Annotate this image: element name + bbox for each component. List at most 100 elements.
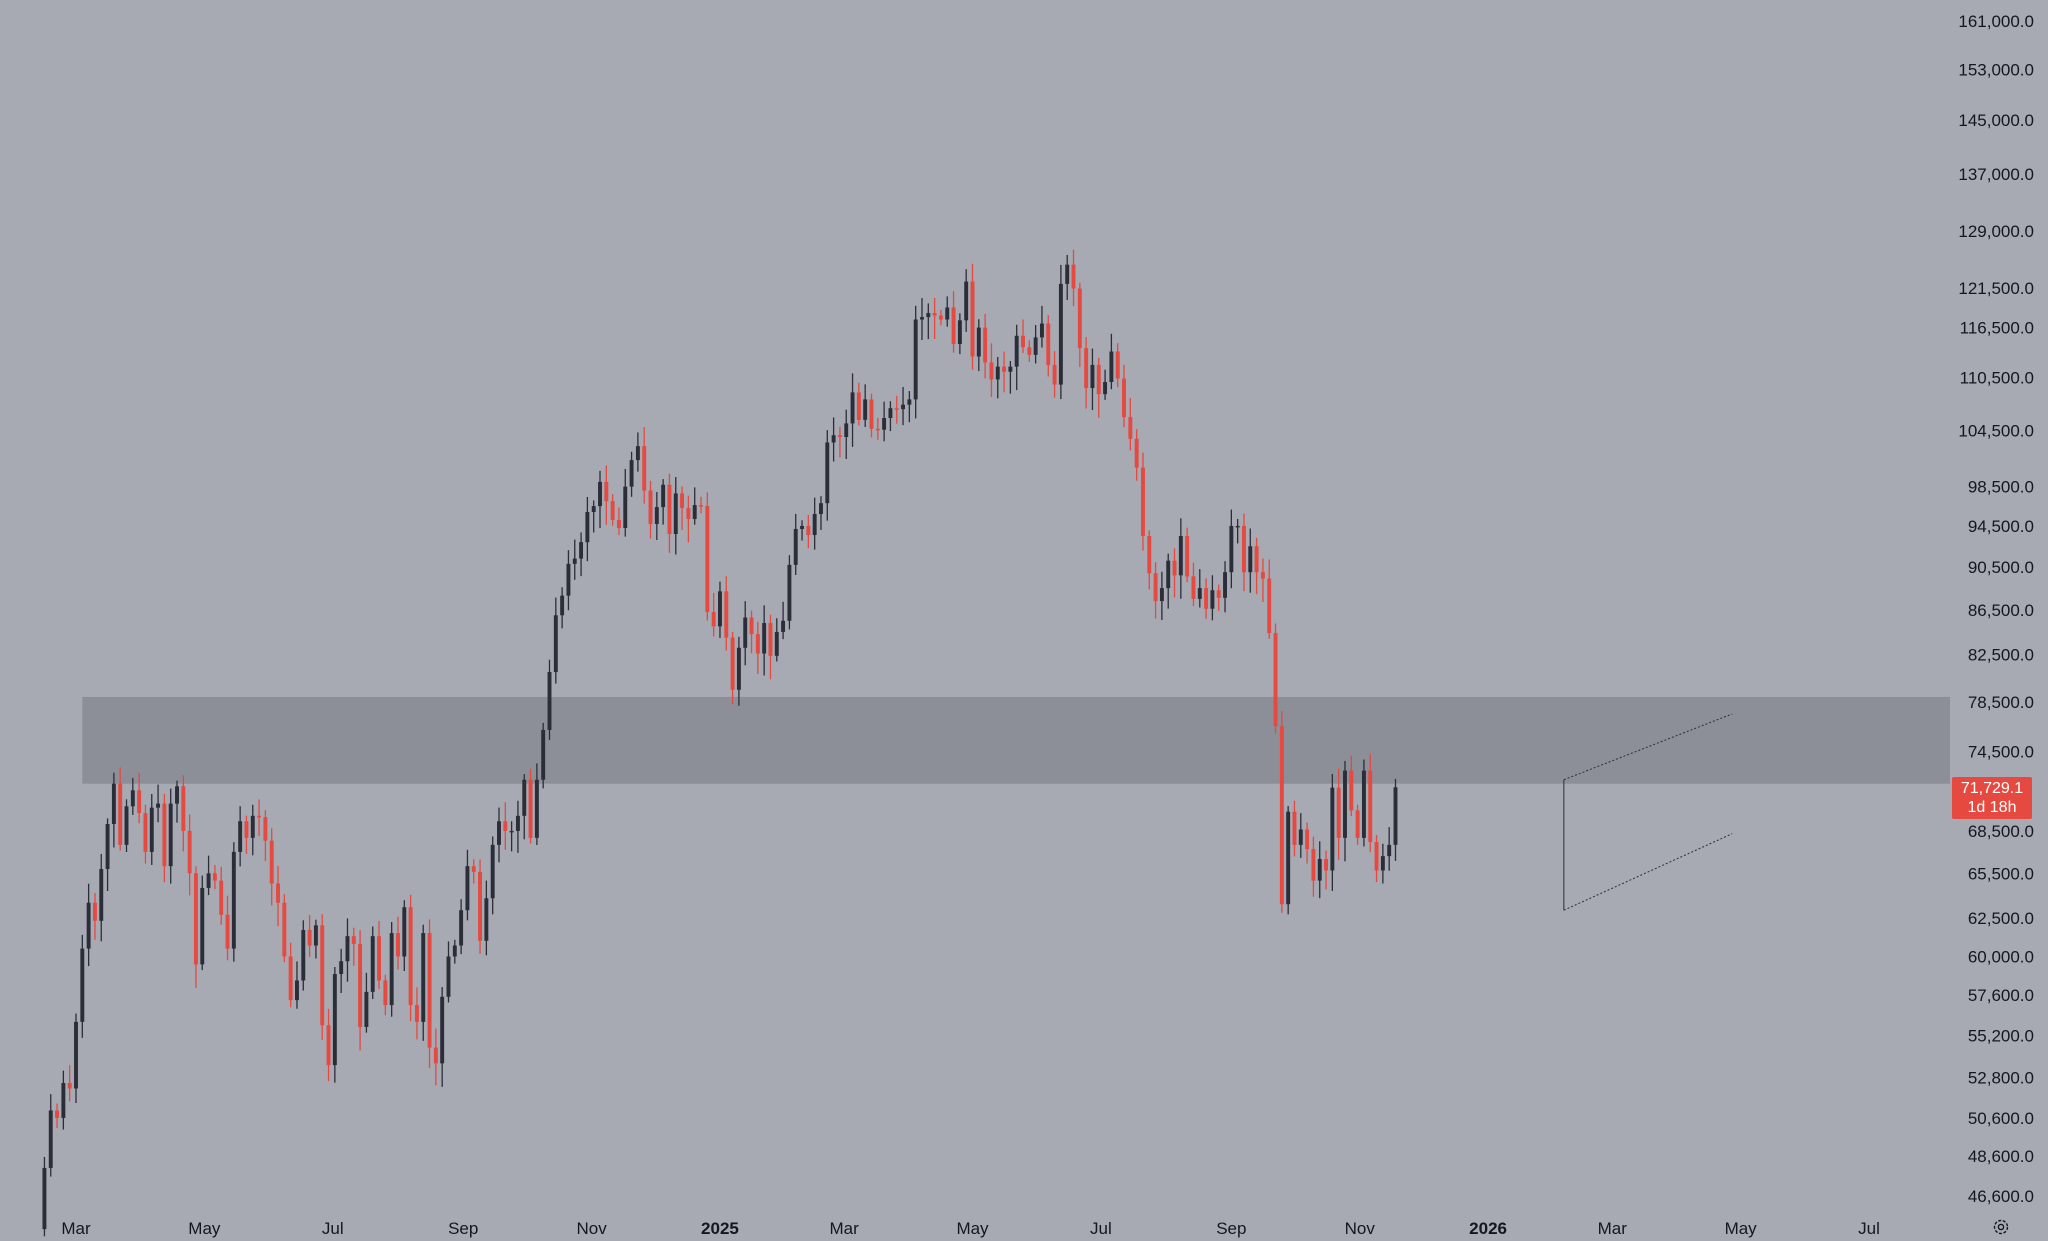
candle-body <box>389 933 394 1006</box>
candle-body <box>976 327 981 357</box>
candle-body <box>175 786 179 804</box>
y-tick-label: 137,000.0 <box>1958 165 2034 184</box>
candle-body <box>1046 323 1051 365</box>
candle-body <box>623 486 628 528</box>
candle-body <box>572 558 577 564</box>
candle-body <box>1393 787 1398 845</box>
candle-body <box>48 1110 53 1168</box>
candle-body <box>604 481 609 502</box>
candle-body <box>957 320 962 345</box>
candle-body <box>200 887 205 965</box>
y-tick-label: 46,600.0 <box>1968 1187 2034 1206</box>
support-resistance-zone <box>82 696 1951 784</box>
candle-body <box>1122 378 1126 418</box>
candle-body <box>193 873 198 965</box>
x-tick-label: 2026 <box>1469 1219 1507 1238</box>
y-tick-label: 90,500.0 <box>1968 558 2034 577</box>
candle-body <box>749 617 754 635</box>
candle-body <box>699 505 703 507</box>
candle-body <box>1260 572 1265 579</box>
y-tick-label: 60,000.0 <box>1968 947 2034 966</box>
candle-body <box>762 623 767 654</box>
candle-body <box>825 442 830 504</box>
x-tick-label: Sep <box>1216 1219 1246 1238</box>
candle-body <box>313 925 318 946</box>
candle-body <box>257 815 262 818</box>
candle-body <box>579 542 584 559</box>
candle-body <box>320 925 325 1026</box>
y-tick-label: 161,000.0 <box>1958 12 2034 31</box>
y-tick-label: 82,500.0 <box>1968 646 2034 665</box>
candle-body <box>1254 546 1259 573</box>
candle-body <box>244 821 249 838</box>
candle-body <box>263 817 268 841</box>
candle-body <box>964 281 969 321</box>
candle-body <box>528 779 533 838</box>
channel-layer <box>1563 713 1733 911</box>
candle-body <box>522 779 527 816</box>
candle-body <box>560 595 565 616</box>
y-tick-label: 52,800.0 <box>1968 1069 2034 1088</box>
candle-body <box>718 591 722 627</box>
candle-body <box>774 631 779 656</box>
candle-body <box>181 786 186 831</box>
x-tick-label: May <box>1725 1219 1758 1238</box>
candle-body <box>566 563 571 596</box>
candle-body <box>1361 770 1366 838</box>
candle-body <box>1109 351 1114 383</box>
candle-body <box>932 313 937 316</box>
y-tick-label: 145,000.0 <box>1958 111 2034 130</box>
candle-body <box>168 803 173 867</box>
candle-body <box>812 513 817 536</box>
candle-body <box>970 281 975 357</box>
candle-body <box>736 647 741 690</box>
candle-body <box>345 936 350 962</box>
y-tick-label: 86,500.0 <box>1968 601 2034 620</box>
candle-body <box>111 783 116 825</box>
candle-body <box>490 844 495 899</box>
candle-body <box>667 484 672 535</box>
y-tick-label: 94,500.0 <box>1968 517 2034 536</box>
candle-body <box>288 956 293 1001</box>
candle-body <box>800 525 804 529</box>
y-tick-label: 129,000.0 <box>1958 222 2034 241</box>
candles-layer <box>42 249 1398 1237</box>
candle-body <box>370 936 375 992</box>
candle-body <box>894 408 899 410</box>
x-tick-label: Mar <box>829 1219 859 1238</box>
candle-body <box>55 1110 60 1118</box>
y-tick-label: 55,200.0 <box>1968 1026 2034 1045</box>
candle-body <box>1178 536 1183 576</box>
candle-body <box>1172 560 1177 576</box>
candle-body <box>497 821 501 845</box>
candle-body <box>1324 858 1329 871</box>
candle-body <box>1223 572 1227 598</box>
candle-body <box>995 366 1000 380</box>
candle-body <box>585 512 590 543</box>
candle-body <box>1330 787 1335 871</box>
candle-body <box>598 481 602 507</box>
candle-body <box>42 1167 47 1230</box>
gear-icon[interactable] <box>1992 1218 2010 1236</box>
candle-body <box>1311 849 1316 881</box>
candle-body <box>206 873 211 888</box>
candle-body <box>99 869 104 921</box>
x-tick-label: May <box>956 1219 989 1238</box>
y-tick-label: 110,500.0 <box>1960 369 2034 388</box>
candle-body <box>787 564 792 621</box>
candle-body <box>1021 335 1025 348</box>
candle-body <box>730 637 735 690</box>
candle-body <box>793 528 798 565</box>
candle-body <box>945 307 950 320</box>
candle-body <box>276 883 280 903</box>
candle-body <box>863 399 868 420</box>
candle-body <box>1210 590 1215 609</box>
candle-body <box>118 783 123 845</box>
x-tick-label: Jul <box>1090 1219 1112 1238</box>
candle-body <box>781 620 786 632</box>
candle-body <box>989 362 994 380</box>
y-tick-label: 65,500.0 <box>1968 864 2034 883</box>
candle-body <box>1374 842 1379 871</box>
candle-body <box>326 1025 331 1066</box>
